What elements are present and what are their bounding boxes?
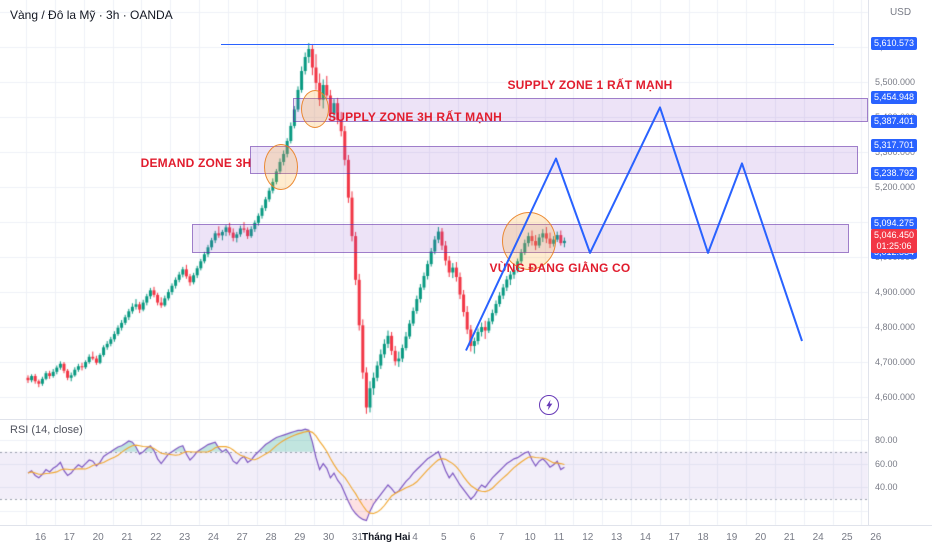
currency-label: USD — [889, 7, 912, 18]
time-label: 31 — [351, 532, 363, 543]
time-label: 28 — [265, 532, 277, 543]
time-label: 23 — [179, 532, 191, 543]
time-label: 6 — [469, 532, 476, 543]
circle-consolidation[interactable] — [502, 211, 556, 270]
lightning-marker[interactable] — [539, 395, 559, 415]
price-line-label: 5,387.401 — [871, 114, 918, 128]
price-scale-label: 5,300.000 — [875, 147, 916, 158]
time-label: 17 — [63, 532, 75, 543]
time-label: 12 — [582, 532, 594, 543]
supply-demand-zone-3h[interactable] — [250, 145, 858, 174]
label-supply-zone-1[interactable]: SUPPLY ZONE 1 RẤT MẠNH — [507, 78, 673, 92]
price-scale-label: 4,600.000 — [875, 392, 916, 402]
pane-divider[interactable] — [0, 419, 932, 420]
time-label: 4 — [412, 532, 418, 543]
label-consolidation[interactable]: VÙNG ĐANG GIẰNG CO — [489, 261, 631, 275]
time-label: 11 — [553, 532, 565, 543]
time-label: 29 — [294, 532, 306, 543]
time-label: 14 — [639, 532, 651, 543]
time-label: 5 — [441, 532, 447, 543]
price-scale-label: 4,700.000 — [875, 357, 916, 368]
time-label: 16 — [35, 532, 47, 543]
current-price-value: 5,046.450 — [874, 229, 915, 240]
price-scale-label: 4,800.000 — [875, 322, 916, 333]
time-label: 30 — [323, 532, 335, 543]
time-label: 21 — [783, 532, 795, 543]
price-line-label: 5,454.948 — [871, 90, 918, 104]
price-scale-label: 5,200.000 — [875, 182, 916, 193]
circle-supply-retest[interactable] — [301, 90, 329, 129]
supply-zone-1[interactable] — [293, 97, 868, 122]
bar-countdown: 01:25:06 — [876, 240, 912, 251]
time-label: 20 — [92, 532, 104, 543]
lightning-icon — [546, 399, 553, 411]
time-label: 10 — [524, 532, 536, 543]
time-label: 13 — [611, 532, 623, 543]
time-label: 21 — [121, 532, 133, 543]
time-label: 26 — [870, 532, 882, 543]
circle-demand-touch[interactable] — [264, 144, 298, 191]
time-label: 18 — [697, 532, 709, 543]
price-scale-label: 4,900.000 — [875, 287, 916, 298]
time-axis[interactable]: 16 17 20 21 22 23 24 27 28 29 30 31 Tháng Hai 4 5 6 7 10 1… — [0, 525, 932, 550]
price-line-label: 5,610.573 — [871, 36, 918, 50]
time-label: 22 — [150, 532, 162, 543]
time-label: Tháng Hai — [362, 532, 411, 543]
time-label: 27 — [236, 532, 248, 543]
rsi-scale-label: 60.00 — [875, 458, 898, 469]
price-line-label: 5,238.792 — [871, 166, 918, 180]
price-axis[interactable]: USD 5,600.0005,500.0005,400.0005,300.000… — [868, 0, 932, 525]
price-scale-label: 5,500.000 — [875, 77, 916, 88]
symbol-title[interactable]: Vàng / Đô la Mỹ · 3h · OANDA — [10, 8, 173, 22]
time-label: 7 — [498, 532, 505, 543]
time-label: 25 — [841, 532, 853, 543]
horizontal-line-5610[interactable] — [221, 43, 834, 45]
projection-zigzag-line[interactable] — [465, 106, 803, 351]
time-label: 17 — [668, 532, 680, 543]
time-label: 24 — [207, 532, 219, 543]
label-demand-zone-3h[interactable]: DEMAND ZONE 3H — [140, 156, 252, 170]
rsi-indicator-title[interactable]: RSI (14, close) — [10, 424, 83, 436]
rsi-scale-label: 40.00 — [875, 482, 898, 493]
time-label: 24 — [812, 532, 824, 543]
time-label: 20 — [755, 532, 767, 543]
rsi-scale-label: 80.00 — [875, 434, 898, 445]
price-line-label: 5,094.275 — [871, 217, 918, 231]
label-supply-zone-3h[interactable]: SUPPLY ZONE 3H RẤT MẠNH — [328, 110, 502, 124]
current-price-label: 5,046.450 01:25:06 — [871, 228, 918, 253]
price-line-label: 5,317.701 — [871, 138, 918, 152]
time-label: 19 — [726, 532, 738, 543]
